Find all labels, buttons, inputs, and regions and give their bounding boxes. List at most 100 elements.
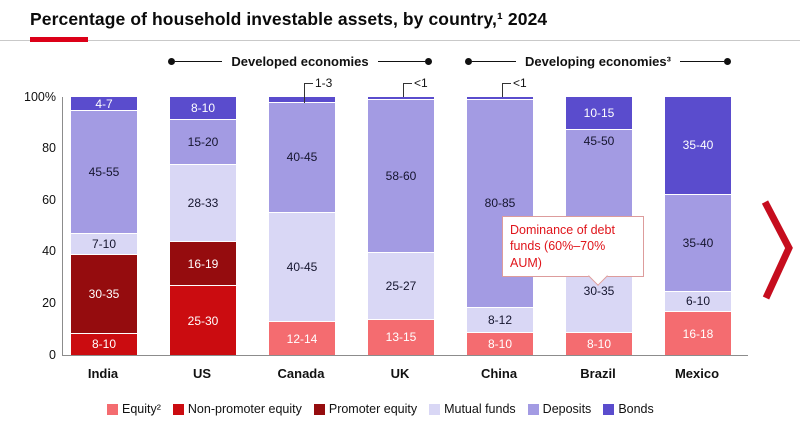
segment-mutual_funds: 6-10	[665, 290, 731, 312]
bar-india: 4-7 45-55 7-10 30-35 8-10	[71, 97, 137, 355]
segment-deposits: 40-45	[269, 102, 335, 212]
callout-text: Dominance of debt funds (60%–70% AUM)	[510, 223, 615, 270]
segment-non_promoter_equity: 25-30	[170, 285, 236, 355]
bar-mexico: 35-40 35-40 6-10 16-18	[665, 97, 731, 355]
segment-value-label: 25-27	[385, 278, 417, 293]
segment-deposits: 45-55	[71, 110, 137, 233]
segment-mutual_funds: 40-45	[269, 211, 335, 322]
legend-swatch-icon	[527, 403, 539, 415]
segment-bonds	[269, 97, 335, 103]
segment-value-label: 35-40	[682, 235, 714, 250]
segment-non_promoter_equity: 8-10	[71, 333, 137, 355]
page-title: Percentage of household investable asset…	[30, 9, 548, 29]
segment-bonds	[467, 97, 533, 99]
bracket-line	[679, 61, 725, 62]
segment-value-label: 13-15	[385, 330, 417, 345]
segment-value-label: 16-19	[187, 256, 219, 271]
legend: Equity² Non-promoter equity Promoter equit…	[107, 402, 654, 416]
segment-equity: 16-18	[665, 311, 731, 355]
segment-promoter_equity: 30-35	[71, 253, 137, 334]
legend-label: Non-promoter equity	[187, 402, 302, 416]
header-divider	[0, 40, 800, 41]
country-label-china: China	[480, 366, 518, 381]
segment-deposits: 15-20	[170, 119, 236, 164]
segment-value-label: 45-55	[88, 165, 120, 180]
legend-item-bonds: Bonds	[603, 402, 654, 416]
top-note-label: 1-3	[315, 76, 333, 90]
segment-value-label: 10-15	[583, 105, 615, 120]
legend-item-deposits: Deposits	[527, 402, 592, 416]
top-note-label: <1	[513, 76, 527, 90]
chevron-right-icon	[761, 200, 793, 300]
legend-item-promoter_equity: Promoter equity	[313, 402, 418, 416]
segment-bonds: 4-7	[71, 96, 137, 111]
top-note-bracket: <1	[502, 77, 527, 97]
segment-value-label: 12-14	[286, 331, 318, 346]
country-label-brazil: Brazil	[580, 366, 616, 381]
y-tick-label: 80	[42, 141, 56, 156]
bracket-line	[175, 61, 223, 62]
legend-swatch-icon	[313, 403, 325, 415]
segment-equity: 12-14	[269, 321, 335, 355]
group-label-developed: Developed economies	[231, 54, 369, 69]
segment-bonds: 35-40	[665, 97, 731, 194]
segment-mutual_funds: 7-10	[71, 232, 137, 254]
segment-value-label: 16-18	[682, 326, 714, 341]
legend-swatch-icon	[172, 403, 184, 415]
y-tick-label: 100%	[24, 89, 56, 104]
segment-value-label: 30-35	[88, 286, 120, 301]
bracket-dot-icon	[724, 58, 732, 65]
callout-dominance-debt-funds: Dominance of debt funds (60%–70% AUM)	[502, 216, 644, 277]
top-note-bracket: <1	[403, 77, 428, 97]
segment-value-label: 45-50	[583, 133, 615, 148]
segment-mutual_funds: 28-33	[170, 163, 236, 241]
segment-value-label: 4-7	[95, 96, 113, 111]
segment-value-label: 80-85	[484, 196, 516, 211]
country-label-uk: UK	[390, 366, 410, 381]
group-bracket-developed: Developed economies	[168, 54, 432, 69]
legend-item-non_promoter_equity: Non-promoter equity	[172, 402, 302, 416]
segment-value-label: 7-10	[91, 236, 117, 251]
segment-value-label: 58-60	[385, 168, 417, 183]
country-label-mexico: Mexico	[674, 366, 720, 381]
segment-deposits: 35-40	[665, 193, 731, 291]
segment-equity: 8-10	[566, 332, 632, 355]
segment-bonds	[368, 97, 434, 100]
country-label-us: US	[192, 366, 212, 381]
segment-equity: 13-15	[368, 318, 434, 355]
segment-value-label: 35-40	[682, 138, 714, 153]
legend-swatch-icon	[107, 403, 118, 415]
country-label-india: India	[87, 366, 119, 381]
bar-uk: 58-60 25-27 13-15 <1	[368, 77, 434, 355]
segment-value-label: 40-45	[286, 260, 318, 275]
legend-label: Promoter equity	[328, 402, 418, 416]
segment-value-label: 8-10	[586, 336, 612, 351]
legend-label: Bonds	[618, 402, 654, 416]
segment-mutual_funds: 8-12	[467, 307, 533, 333]
segment-equity: 8-10	[467, 332, 533, 355]
bracket-dot-icon	[168, 58, 175, 65]
legend-item-mutual_funds: Mutual funds	[429, 402, 516, 416]
segment-value-label: 8-10	[487, 337, 513, 352]
legend-item-equity: Equity²	[107, 402, 161, 416]
segment-bonds: 8-10	[170, 97, 236, 120]
y-tick-label: 20	[42, 295, 56, 310]
bracket-line	[472, 61, 517, 62]
segment-bonds: 10-15	[566, 97, 632, 129]
legend-swatch-icon	[603, 403, 615, 415]
legend-label: Equity²	[122, 402, 161, 416]
segment-value-label: 25-30	[187, 313, 219, 328]
legend-label: Deposits	[542, 402, 592, 416]
bracket-dot-icon	[425, 58, 432, 65]
segment-mutual_funds: 25-27	[368, 251, 434, 319]
bar-us: 8-10 15-20 28-33 16-19 25-30	[170, 97, 236, 355]
y-tick-label: 60	[42, 192, 56, 207]
legend-label: Mutual funds	[444, 402, 516, 416]
segment-value-label: 8-10	[91, 337, 117, 352]
bar-canada: 40-45 40-45 12-14 1-3	[269, 77, 335, 355]
segment-value-label: 8-10	[190, 101, 216, 116]
legend-swatch-icon	[429, 403, 441, 415]
segment-value-label: 28-33	[187, 195, 219, 210]
segment-deposits: 58-60	[368, 99, 434, 252]
